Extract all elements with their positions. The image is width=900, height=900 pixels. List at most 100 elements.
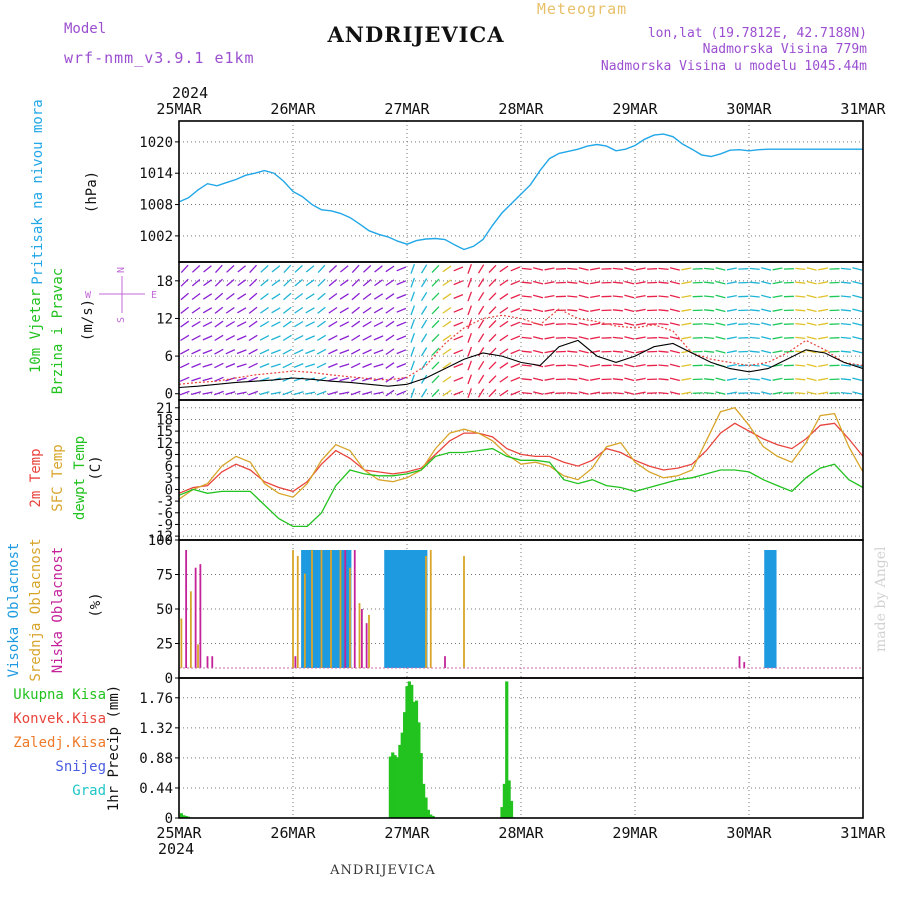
- wind-arrow: [704, 322, 715, 326]
- wind-arrow: [214, 292, 224, 301]
- cloud-unit-label: (%): [88, 592, 104, 617]
- wind-arrow: [795, 350, 806, 353]
- precip-bar: [403, 712, 407, 818]
- wind-arrow: [453, 335, 464, 341]
- wind-arrow: [510, 321, 521, 327]
- wind-arrow: [612, 322, 623, 326]
- wind-arrow: [726, 267, 737, 271]
- wind-arrow: [248, 376, 258, 382]
- wind-arrow: [467, 277, 473, 288]
- wind-arrow: [499, 389, 509, 397]
- wind-arrow: [590, 308, 601, 312]
- wind-arrow: [316, 334, 327, 342]
- wind-arrow: [236, 363, 247, 368]
- compass-east-label: E: [151, 290, 157, 301]
- wind-arrow: [396, 280, 407, 286]
- low-cloud-bar: [365, 623, 368, 668]
- meteogram-label: Meteogram: [537, 0, 627, 18]
- wind-arrow: [726, 308, 737, 312]
- precip-bar: [400, 732, 404, 818]
- wind-arrow: [362, 391, 373, 396]
- wind-arrow: [385, 279, 395, 287]
- wind-arrow: [488, 389, 497, 398]
- wind-arrow: [533, 308, 544, 313]
- high-cloud-bar: [301, 550, 304, 668]
- wind-arrow: [282, 362, 293, 369]
- wind-arrow: [852, 336, 863, 340]
- wind-arrow: [806, 336, 817, 340]
- high-cloud-bar: [334, 550, 338, 668]
- low-cloud-bar: [199, 564, 202, 668]
- wind-arrow: [818, 363, 829, 368]
- high-cloud-bar: [317, 550, 321, 668]
- wind-arrow: [818, 377, 829, 381]
- wind-arrow: [431, 306, 440, 315]
- wind-arrow: [317, 306, 326, 314]
- wind-arrow: [362, 335, 372, 341]
- wind-arrow: [510, 335, 521, 341]
- wind-arrow: [533, 294, 544, 299]
- wind-arrow: [385, 389, 395, 397]
- wind-arrow: [294, 292, 304, 301]
- wind-arrow: [442, 362, 452, 369]
- wind-arrow: [293, 349, 304, 355]
- wind-arrow: [726, 336, 737, 340]
- wind-arrow: [612, 336, 623, 340]
- wind-arrow: [282, 334, 292, 342]
- top-date-label: 31MAR: [840, 100, 886, 118]
- wind-arrow: [624, 349, 635, 354]
- pressure-y-tick-label: 1014: [139, 166, 173, 182]
- precip-bar: [507, 780, 511, 818]
- temp-series-line-3: [178, 447, 864, 528]
- mid-cloud-bar: [292, 550, 294, 668]
- wind-arrow: [749, 309, 760, 312]
- wind-arrow: [236, 377, 247, 382]
- wind-arrow: [521, 322, 532, 326]
- high-cloud-bar: [322, 550, 326, 668]
- temperature-y-tick-label: -6: [156, 506, 173, 522]
- wind-arrow: [191, 292, 201, 301]
- wind-arrow: [567, 309, 578, 312]
- wind-arrow: [521, 378, 532, 381]
- wind-arrow: [749, 378, 760, 381]
- wind-arrow: [350, 348, 361, 355]
- wind-arrow: [818, 308, 829, 312]
- high-cloud-bar: [407, 550, 411, 668]
- wind-arrow: [669, 336, 680, 340]
- wind-arrow: [248, 306, 258, 314]
- wind-arrow: [179, 362, 190, 369]
- wind-arrow: [669, 349, 680, 354]
- wind-arrow: [180, 264, 189, 274]
- wind-arrow: [259, 335, 270, 341]
- wind-speed-line: [178, 339, 864, 389]
- wind-arrow: [271, 321, 281, 327]
- wind-arrow: [669, 322, 680, 326]
- low-cloud-bar: [294, 656, 297, 668]
- wind-arrow: [316, 348, 327, 355]
- wind-arrow: [704, 364, 715, 367]
- temperature-y-tick-label: 21: [156, 401, 173, 417]
- precip-y-tick-label: 0.44: [139, 781, 173, 797]
- top-date-label: 27MAR: [384, 100, 430, 118]
- wind-arrow: [624, 363, 635, 368]
- wind-arrow: [191, 306, 201, 314]
- wind-arrow: [544, 294, 555, 299]
- high-cloud-bar: [336, 550, 340, 668]
- wind-arrow: [635, 363, 646, 368]
- wind-arrow: [840, 350, 851, 353]
- high-cloud-bar: [346, 550, 350, 668]
- wind-arrow: [488, 278, 497, 287]
- wind-arrow: [749, 267, 760, 271]
- wind-arrow: [305, 321, 315, 327]
- wind-arrow: [681, 391, 692, 395]
- wind-arrow: [374, 265, 383, 273]
- wind-arrow: [453, 349, 464, 355]
- precip-bar: [505, 681, 509, 818]
- wind-arrow: [442, 265, 452, 273]
- wind-y-tick-label: 6: [165, 349, 173, 365]
- wind-arrow: [612, 378, 623, 381]
- wind-arrow: [362, 306, 372, 314]
- wind-arrow: [191, 320, 201, 328]
- high-cloud-bar: [312, 550, 316, 668]
- wind-arrow: [704, 295, 715, 298]
